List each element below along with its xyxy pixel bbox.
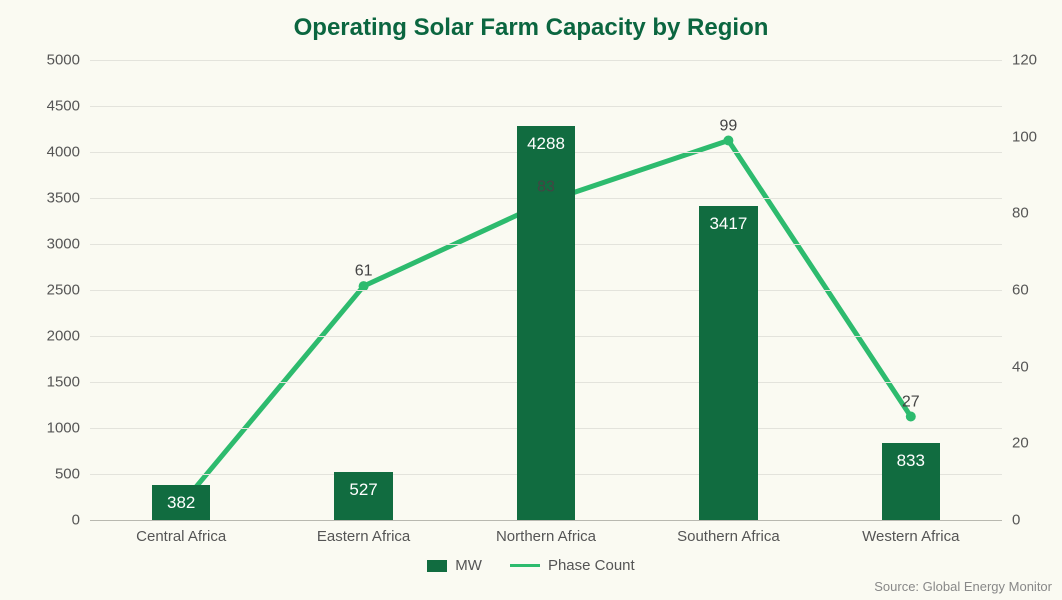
y-right-tick-label: 60 [1012,282,1052,299]
chart-container: Operating Solar Farm Capacity by Region … [0,0,1062,600]
y-right-tick-label: 100 [1012,128,1052,145]
bar-value-label: 833 [882,451,940,471]
x-tick-label: Western Africa [862,528,959,545]
y-left-tick-label: 3000 [30,236,80,253]
gridline [90,520,1002,521]
x-tick-label: Eastern Africa [317,528,410,545]
bar-value-label: 4288 [517,134,575,154]
line-point-label: 83 [537,178,555,196]
bar-value-label: 527 [334,480,392,500]
y-left-tick-label: 500 [30,466,80,483]
y-left-tick-label: 0 [30,512,80,529]
gridline [90,60,1002,61]
y-right-tick-label: 20 [1012,435,1052,452]
chart-title: Operating Solar Farm Capacity by Region [0,14,1062,42]
line-point-label: 99 [719,117,737,135]
y-left-tick-label: 5000 [30,52,80,69]
y-right-tick-label: 120 [1012,52,1052,69]
y-left-tick-label: 1000 [30,420,80,437]
line-point-label: 27 [902,393,920,411]
bar: 3417 [699,206,757,520]
bar: 382 [152,485,210,520]
x-tick-label: Central Africa [136,528,226,545]
y-right-tick-label: 80 [1012,205,1052,222]
legend-item-mw: MW [427,557,482,574]
bar: 527 [334,472,392,520]
y-left-tick-label: 1500 [30,374,80,391]
y-right-tick-label: 40 [1012,358,1052,375]
bar-value-label: 382 [152,493,210,513]
plot-area: 0500100015002000250030003500400045005000… [90,60,1002,520]
y-left-tick-label: 2000 [30,328,80,345]
bar-value-label: 3417 [699,214,757,234]
legend-label-phase: Phase Count [548,557,635,574]
y-right-tick-label: 0 [1012,512,1052,529]
y-left-tick-label: 3500 [30,190,80,207]
legend-swatch-bar [427,560,447,572]
y-left-tick-label: 2500 [30,282,80,299]
y-left-tick-label: 4000 [30,144,80,161]
source-text: Source: Global Energy Monitor [874,579,1052,594]
legend-label-mw: MW [455,557,482,574]
x-tick-label: Northern Africa [496,528,596,545]
y-left-tick-label: 4500 [30,98,80,115]
x-tick-label: Southern Africa [677,528,780,545]
gridline [90,106,1002,107]
legend: MW Phase Count [0,557,1062,574]
line-point-label: 61 [355,263,373,281]
bar: 833 [882,443,940,520]
legend-item-phase: Phase Count [510,557,635,574]
legend-swatch-line [510,564,540,567]
